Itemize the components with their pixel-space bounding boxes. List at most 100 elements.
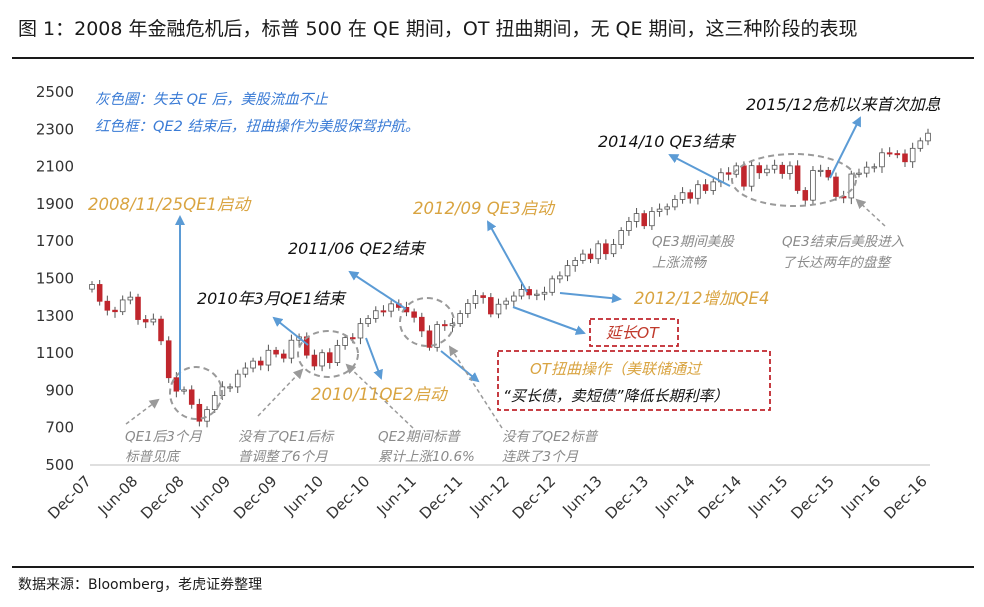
candle-body	[173, 377, 180, 392]
x-tick-label-15: Jun-15	[744, 472, 791, 519]
candle-body	[265, 349, 272, 366]
glabel-no-qe2-2: 连跌了3个月	[502, 449, 579, 465]
x-tick-label-10: Dec-12	[509, 472, 560, 523]
candle-body	[534, 293, 540, 296]
source-note: 数据来源：Bloomberg，老虎证券整理	[18, 577, 263, 593]
arrow-qe2-end	[348, 270, 407, 310]
candle-body	[856, 172, 862, 175]
candle-body	[541, 291, 548, 295]
candle-body	[848, 173, 855, 199]
x-tick-label-16: Dec-15	[787, 472, 838, 523]
y-tick-label-3: 1100	[36, 344, 74, 362]
x-tick-label-17: Jun-16	[837, 472, 884, 519]
candle-body	[181, 389, 187, 392]
candle-body	[679, 192, 686, 200]
chart-title: 图 1：2008 年金融危机后，标普 500 在 QE 期间，OT 扭曲期间，无…	[18, 18, 858, 40]
arrow-qe2-start	[365, 337, 383, 380]
candle-body	[741, 165, 747, 187]
candle-body	[564, 265, 571, 277]
candle-body	[112, 309, 118, 313]
candle-body	[863, 166, 870, 174]
glabel-no-qe2-1: 没有了QE2标普	[502, 429, 599, 445]
y-tick-label-2: 900	[45, 381, 74, 399]
candle-body	[641, 213, 647, 227]
candle-body	[603, 243, 609, 255]
garrow-qe1-bottom	[125, 398, 160, 425]
candle-body	[702, 184, 709, 191]
note-red-box: 红色框：QE2 结束后，扭曲操作为美股保驾护航。	[95, 118, 419, 135]
label-ot-1: OT扭曲操作（美联储通过	[530, 360, 703, 378]
garrow-qe3-end	[855, 198, 886, 227]
candle-body	[779, 164, 786, 174]
y-tick-label-8: 2100	[36, 158, 74, 176]
label-qe3-start: 2012/09 QE3启动	[413, 199, 556, 218]
candle-body	[288, 339, 295, 359]
candle-body	[664, 206, 671, 210]
x-tick-label-9: Jun-12	[465, 472, 512, 519]
candle-body	[142, 319, 149, 323]
candle-body	[434, 324, 440, 348]
candle-body	[518, 289, 525, 297]
y-tick-label-9: 2300	[36, 120, 74, 138]
arrow-qe3-start	[487, 220, 528, 293]
x-tick-label-0: Dec-07	[44, 472, 95, 523]
x-tick-label-1: Jun-08	[94, 472, 141, 519]
candle-body	[273, 349, 279, 355]
candle-body	[419, 316, 425, 332]
candle-body	[672, 199, 678, 208]
candlestick-chart: 500 700 900 1100 1300 1500 1700 1900 2100 2300 250…	[36, 83, 941, 523]
candle-body	[511, 295, 517, 302]
candle-body	[119, 299, 126, 313]
x-tick-label-14: Dec-14	[694, 472, 745, 523]
candle-body	[349, 337, 356, 340]
arrow-qe4	[559, 292, 622, 304]
candle-body	[311, 354, 318, 367]
x-tick-label-13: Jun-14	[651, 472, 698, 519]
candle-body	[595, 243, 601, 260]
garrow-no-qe1	[257, 368, 304, 417]
candle-body	[234, 373, 241, 388]
arrow-first-hike	[829, 116, 861, 179]
candle-body	[710, 181, 717, 191]
candle-body	[357, 323, 364, 339]
candle-body	[150, 318, 157, 323]
candle-body	[587, 253, 594, 260]
candle-body	[549, 278, 555, 293]
candle-body	[810, 170, 816, 201]
candle-body	[449, 323, 456, 327]
y-axis: 500 700 900 1100 1300 1500 1700 1900 2100 2300 250…	[36, 83, 74, 474]
candle-body	[457, 313, 463, 325]
label-qe4: 2012/12增加QE4	[634, 289, 769, 308]
candle-body	[388, 303, 394, 312]
x-tick-label-7: Jun-11	[373, 472, 420, 519]
candle-body	[526, 289, 532, 296]
label-qe1-start: 2008/11/25QE1启动	[88, 195, 253, 214]
candle-body	[89, 284, 95, 290]
candle-body	[442, 324, 448, 327]
candle-body	[280, 353, 287, 359]
candle-body	[771, 164, 778, 170]
ot-box	[497, 350, 771, 411]
candle-body	[480, 295, 486, 298]
candle-body	[656, 208, 663, 212]
glabel-qe3-smooth-2: 上涨流畅	[652, 255, 707, 271]
arrow-extend-ot	[512, 306, 586, 335]
glabel-no-qe1-1: 没有了QE1后标	[238, 429, 335, 445]
candle-body	[204, 409, 210, 422]
candle-body	[495, 303, 502, 315]
candle-body	[871, 166, 878, 169]
y-tick-label-10: 2500	[36, 83, 74, 101]
candle-body	[925, 132, 931, 142]
candle-body	[257, 360, 264, 366]
candle-body	[879, 152, 885, 168]
candle-body	[894, 153, 901, 156]
candle-body	[196, 403, 203, 422]
candle-body	[158, 318, 164, 342]
candle-body	[503, 300, 509, 305]
garrow-qe2-rise	[345, 363, 414, 429]
candle-body	[557, 275, 563, 280]
x-tick-label-11: Jun-13	[558, 472, 605, 519]
candle-body	[917, 140, 924, 149]
candle-body	[572, 260, 578, 267]
candle-body	[227, 386, 233, 389]
